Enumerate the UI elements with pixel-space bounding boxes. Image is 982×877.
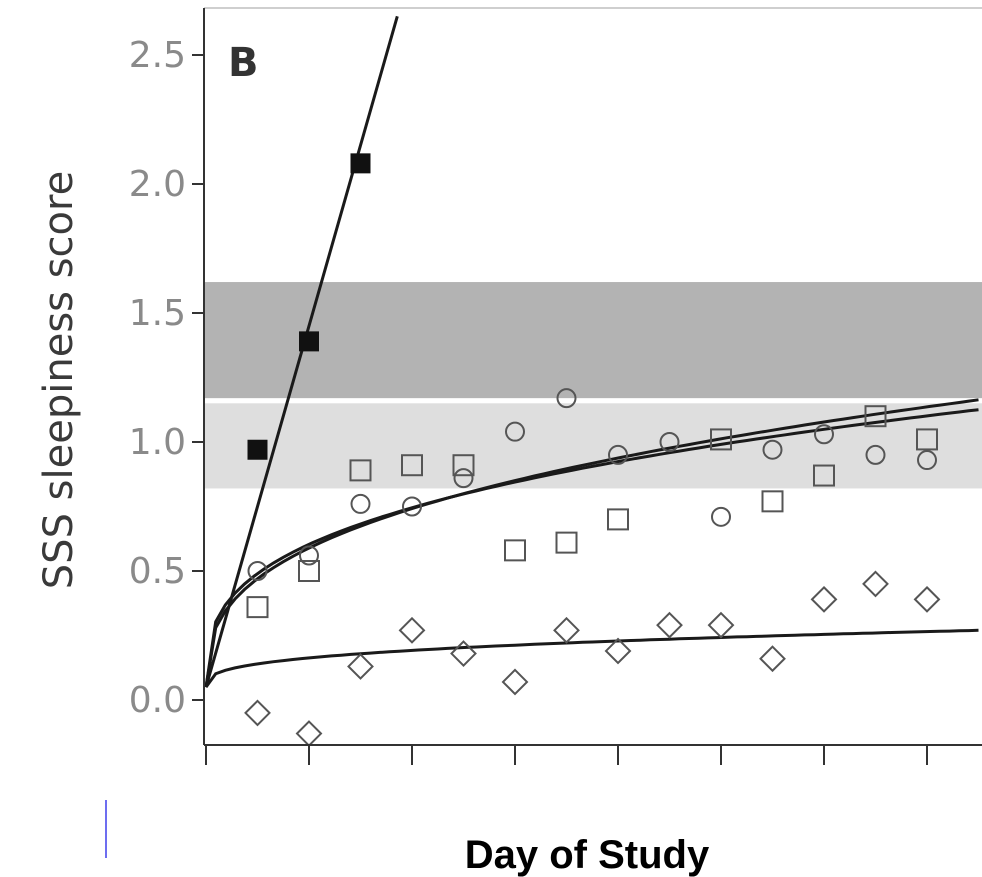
point-open-circle [556, 388, 577, 409]
point-open-circle [865, 444, 886, 465]
point-open-circle [505, 421, 525, 442]
x-axis-label: Day of Study [465, 833, 710, 877]
point-open-diamond [759, 645, 786, 673]
point-open-square [710, 428, 732, 451]
point-open-circle [350, 493, 371, 514]
point-open-circle [711, 506, 731, 527]
point-open-square [555, 531, 578, 554]
y-tick-label: 0.0 [129, 680, 186, 721]
point-open-square [401, 454, 423, 477]
point-open-diamond [501, 668, 529, 696]
point-open-diamond [244, 699, 271, 727]
point-open-square [813, 464, 835, 487]
point-open-square [504, 539, 526, 562]
point-open-circle [299, 545, 319, 566]
point-open-circle [762, 439, 783, 460]
point-open-diamond [656, 611, 683, 639]
y-tick-label: 1.0 [129, 422, 186, 463]
point-filled-square [247, 439, 268, 460]
y-axis-label: SSS sleepiness score [36, 171, 82, 589]
fit-line-open-circle [204, 408, 979, 688]
fit-lines [204, 15, 979, 688]
point-open-circle [453, 468, 474, 489]
y-ticks: 0.0 0.5 1.0 1.5 2.0 2.5 [129, 35, 204, 721]
point-open-diamond [913, 585, 941, 613]
point-open-circle [814, 424, 834, 445]
point-open-square [607, 508, 629, 531]
point-open-diamond [707, 611, 735, 639]
x-ticks [205, 745, 928, 765]
fit-line-open-square [204, 398, 979, 688]
point-open-diamond [604, 637, 632, 665]
point-open-square [916, 428, 938, 451]
point-open-square [246, 596, 269, 619]
fit-line-filled-square [204, 15, 399, 688]
band-0 [205, 282, 982, 399]
point-open-circle [659, 432, 680, 452]
y-tick-label: 0.5 [129, 551, 186, 592]
point-open-diamond [810, 585, 838, 613]
point-filled-square [299, 331, 319, 352]
point-open-circle [608, 444, 628, 465]
point-open-square [864, 405, 887, 428]
point-open-diamond [398, 616, 426, 644]
point-open-square [349, 459, 372, 482]
y-tick-label: 2.0 [129, 164, 186, 205]
point-open-square [761, 490, 784, 513]
point-open-circle [917, 450, 937, 471]
axes [203, 7, 982, 746]
data-points [244, 153, 941, 747]
y-tick-label: 1.5 [129, 293, 186, 334]
y-tick-label: 2.5 [129, 35, 186, 76]
point-open-diamond [862, 570, 889, 598]
fit-line-open-diamond [204, 628, 979, 688]
point-open-square [452, 454, 475, 477]
point-filled-square [350, 153, 371, 174]
point-open-square [298, 560, 320, 582]
point-open-diamond [295, 720, 323, 747]
point-open-diamond [553, 616, 580, 644]
reference-bands [205, 282, 982, 489]
panel-label: B [228, 40, 259, 86]
point-open-circle [247, 561, 268, 581]
point-open-diamond [450, 640, 477, 667]
point-open-circle [402, 496, 422, 517]
point-open-diamond [347, 653, 374, 680]
